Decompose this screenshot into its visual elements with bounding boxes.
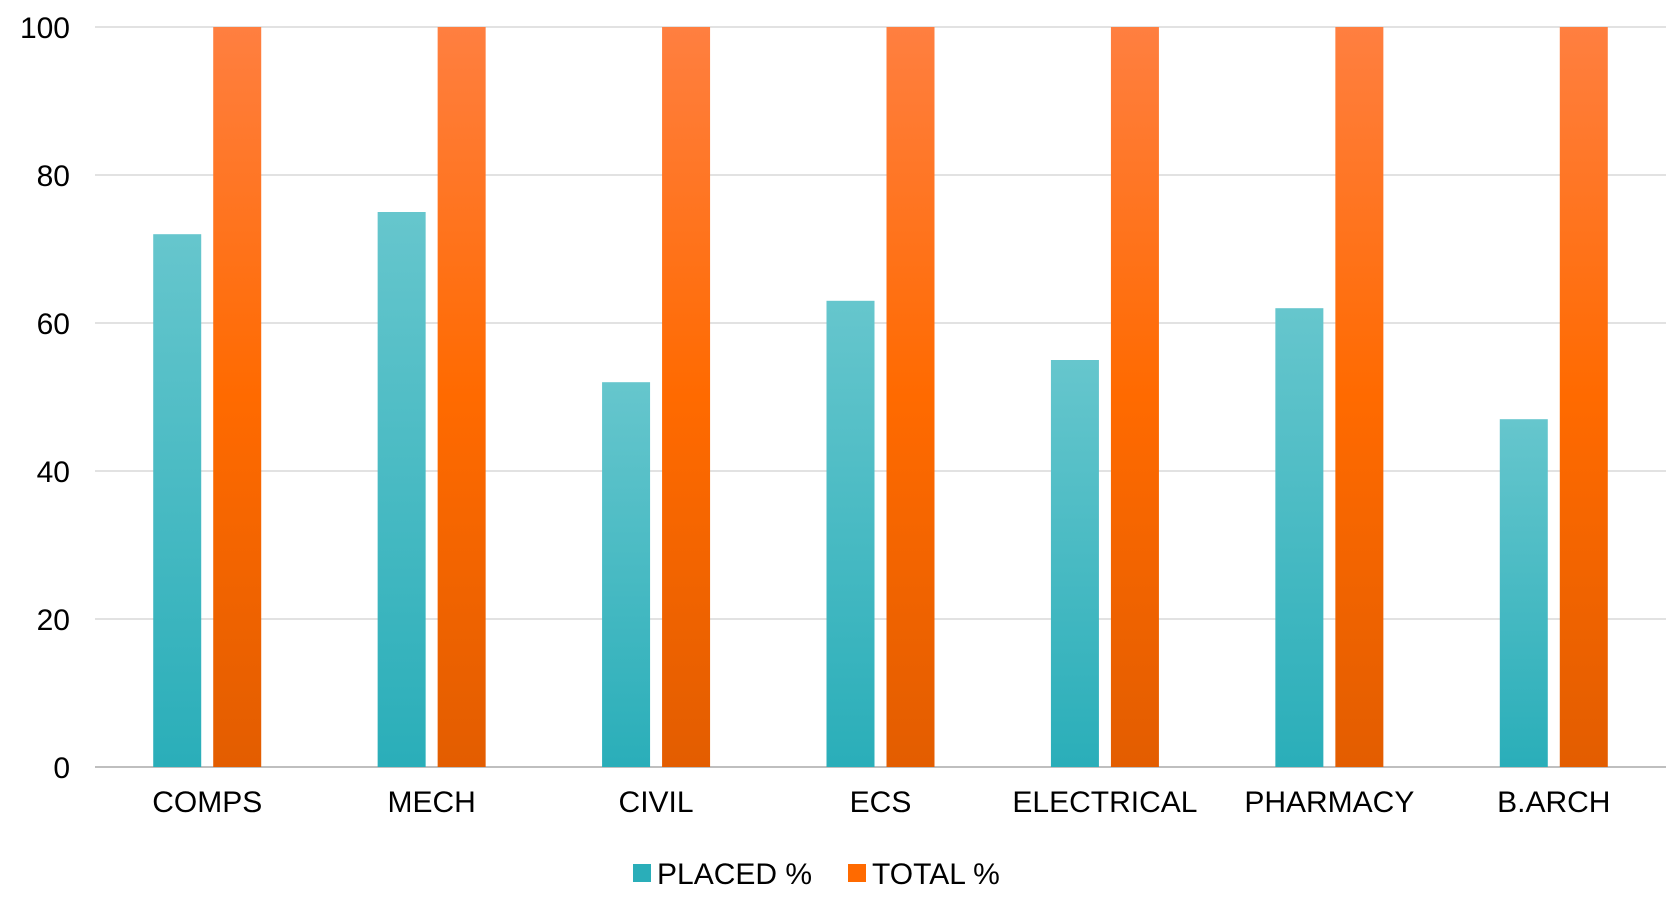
bar-placed	[826, 300, 875, 767]
y-axis-ticks: 0 20 40 60 80 100	[20, 12, 70, 785]
y-tick-label: 20	[37, 604, 70, 637]
y-tick-label: 0	[53, 752, 70, 785]
x-tick-label: B.ARCH	[1497, 786, 1610, 819]
x-tick-label: ECS	[850, 786, 912, 819]
y-tick-label: 40	[37, 456, 70, 489]
bar-placed	[1499, 419, 1548, 767]
bar-total	[1559, 27, 1608, 767]
legend: PLACED % TOTAL %	[633, 858, 1000, 891]
x-tick-label: PHARMACY	[1244, 786, 1414, 819]
gridlines	[95, 26, 1666, 768]
legend-item: TOTAL %	[848, 858, 1000, 891]
bar-total	[662, 27, 711, 767]
bar-total	[1335, 27, 1384, 767]
x-axis-ticks: COMPS MECH CIVIL ECS ELECTRICAL PHARMACY B.ARC…	[152, 786, 1610, 819]
x-tick-label: CIVIL	[619, 786, 694, 819]
y-tick-label: 60	[37, 308, 70, 341]
bar-total	[437, 27, 486, 767]
x-tick-label: MECH	[387, 786, 475, 819]
bar-placed	[377, 212, 426, 767]
y-tick-label: 100	[20, 12, 70, 45]
bar-placed	[153, 234, 202, 767]
bar-total	[1110, 27, 1159, 767]
bars	[153, 27, 1608, 767]
legend-label: PLACED %	[657, 858, 812, 891]
bar-placed	[1275, 308, 1324, 767]
x-tick-label: COMPS	[152, 786, 262, 819]
legend-item: PLACED %	[633, 858, 812, 891]
legend-swatch	[633, 864, 651, 882]
bar-total	[213, 27, 262, 767]
legend-swatch	[848, 864, 866, 882]
y-tick-label: 80	[37, 160, 70, 193]
x-tick-label: ELECTRICAL	[1012, 786, 1197, 819]
bar-total	[886, 27, 935, 767]
bar-placed	[602, 382, 651, 767]
bar-placed	[1050, 360, 1099, 767]
legend-label: TOTAL %	[872, 858, 1000, 891]
